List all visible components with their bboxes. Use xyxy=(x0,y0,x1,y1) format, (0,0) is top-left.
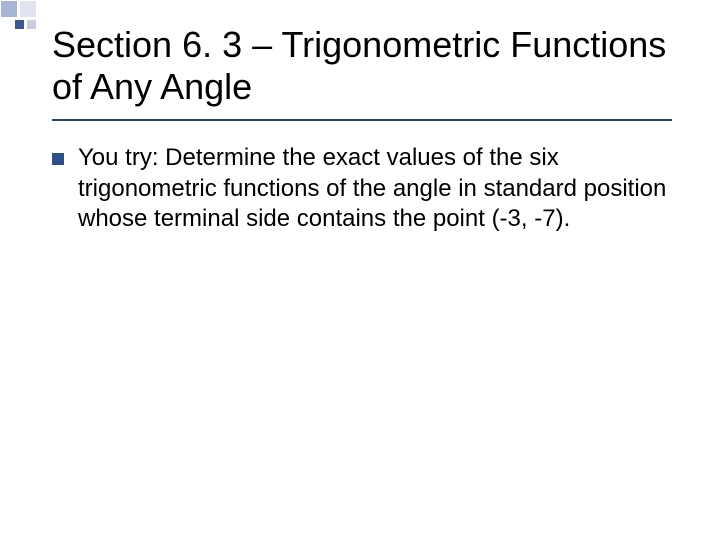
slide-content: Section 6. 3 – Trigonometric Functions o… xyxy=(0,0,720,235)
corner-square-3 xyxy=(14,19,25,30)
corner-square-1 xyxy=(0,0,18,18)
bullet-square-icon xyxy=(52,153,64,165)
bullet-text: You try: Determine the exact values of t… xyxy=(78,143,672,235)
corner-square-2 xyxy=(19,0,37,18)
corner-decoration xyxy=(0,0,56,30)
bullet-item: You try: Determine the exact values of t… xyxy=(52,143,672,235)
slide-title: Section 6. 3 – Trigonometric Functions o… xyxy=(52,24,672,121)
corner-square-4 xyxy=(26,19,37,30)
